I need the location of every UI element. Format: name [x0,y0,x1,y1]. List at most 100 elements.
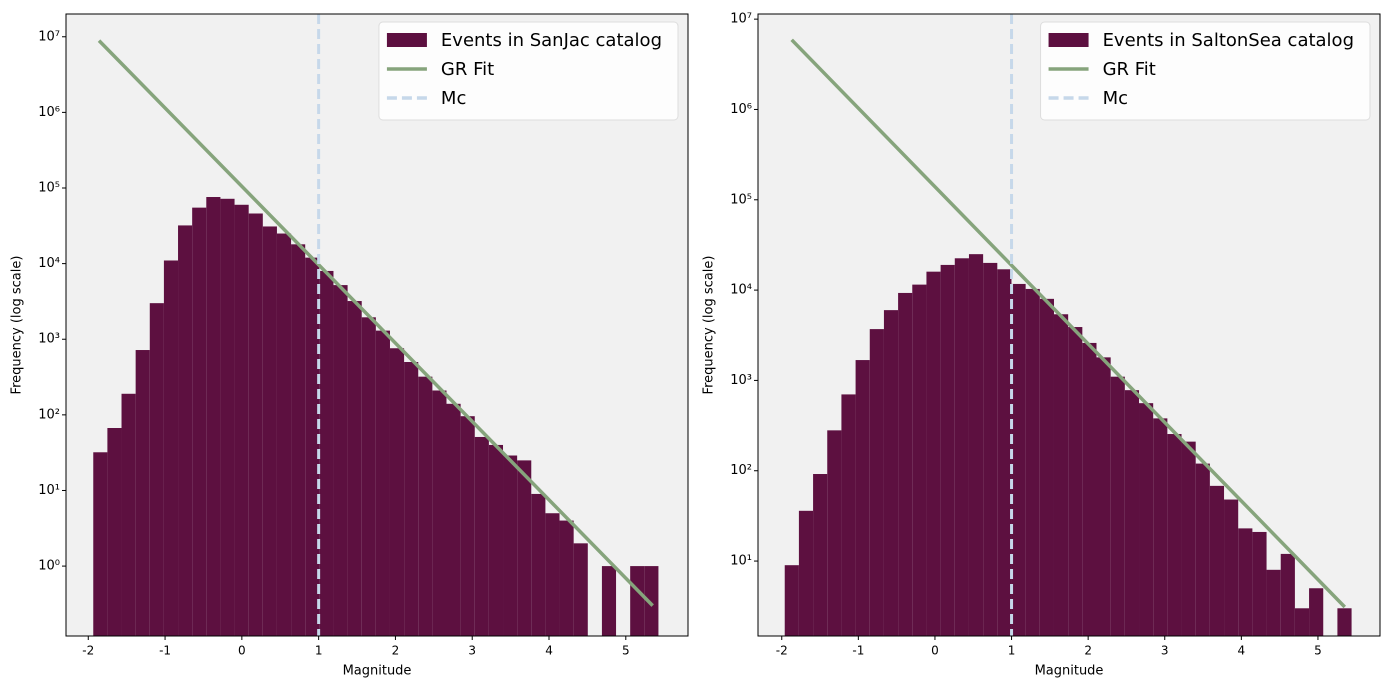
bar [644,566,659,636]
x-tick-label: 2 [392,644,400,658]
y-tick-label: 10³ [38,332,60,347]
bar [1025,288,1040,636]
x-tick-label: 4 [545,644,553,658]
bar [1167,434,1182,636]
bar [869,329,884,636]
x-tick-label: -2 [776,644,788,658]
x-tick-label: 5 [1314,644,1322,658]
bar [926,271,941,636]
bar [248,213,263,636]
y-axis-label: Frequency (log scale) [702,256,717,395]
bar [163,260,179,636]
x-axis-label: Magnitude [343,664,412,679]
bar [432,390,447,636]
bar [1294,608,1310,636]
legend-label: GR Fit [1103,59,1156,80]
x-tick-label: 4 [1238,644,1246,658]
x-tick-label: 3 [468,644,476,658]
legend: Events in SanJac catalog GR Fit Mc [378,21,679,121]
legend-label: Mc [441,88,466,109]
y-tick-label: 10⁴ [730,283,752,298]
bar [912,284,927,636]
bar [121,393,136,636]
bar [1153,418,1168,636]
bar [517,460,532,636]
y-tick-label: 10² [730,463,752,478]
frame [65,13,689,637]
y-tick-label: 10⁷ [730,12,752,27]
bar [1096,357,1111,636]
y-axis-label: Frequency (log scale) [10,256,25,395]
y-tick-label: 10³ [730,373,752,388]
bar [827,430,842,636]
y-tick-label: 10¹ [38,483,60,498]
y-tick-label: 10⁶ [38,105,60,120]
bar [135,350,150,636]
bar [206,197,221,636]
y-tick-label: 10⁰ [38,559,60,574]
bar [630,566,645,636]
fit-line [790,38,1347,609]
legend-label: Mc [1103,88,1128,109]
bar [361,317,376,636]
bar [276,233,292,636]
bar [446,403,461,636]
bar [559,520,574,636]
y-tick-label: 10⁵ [730,192,752,207]
legend-swatch [386,33,427,47]
bar [418,376,433,636]
x-tick-label: 0 [238,644,246,658]
bar [883,310,899,636]
bar [813,474,828,636]
legend-label: Events in SaltonSea catalog [1103,30,1354,51]
bar [149,303,164,636]
bar [954,258,969,636]
x-tick-label: -1 [852,644,864,658]
panel: -2 -1 0 1 2 3 4 5 10¹ 10² 10³ 10⁴ 10⁵ 10⁶ 10⁷ Magnitude… [702,12,1381,679]
panel: -2 -1 0 1 2 3 4 5 10⁰ 10¹ 10² 10³ 10⁴ 10⁵ 10⁶ 10⁷ Magnit… [10,13,689,679]
y-tick-label: 10² [38,407,60,422]
x-tick-label: -1 [159,644,171,658]
y-tick-label: 10⁶ [730,102,752,117]
y-tick-label: 10⁵ [38,181,60,196]
y-tick-label: 10⁴ [38,256,60,271]
bar [404,362,419,636]
bar [305,257,320,636]
bar [531,493,546,636]
plot [93,14,659,636]
x-tick-label: 5 [622,644,630,658]
x-tick-label: 0 [931,644,939,658]
fit-line [97,39,654,607]
bar [319,270,334,636]
bar [347,301,362,636]
bar [1238,528,1253,636]
bar [545,513,560,636]
bar [1082,342,1097,636]
x-axis-label: Magnitude [1035,664,1104,679]
x-tick-label: 2 [1084,644,1092,658]
bar [784,565,799,636]
bar [1011,283,1026,636]
bar [474,436,489,636]
x-tick-label: 1 [315,644,323,658]
y-tick-label: 10¹ [730,554,752,569]
bar [107,428,122,636]
bar [333,285,348,636]
bar [1209,485,1225,636]
bar [855,360,870,636]
bar [1309,588,1324,636]
bar [1252,531,1267,636]
bar [192,207,207,636]
bar [389,348,405,636]
bar [841,394,856,636]
bar [375,330,390,636]
legend-box [378,21,679,121]
legend: Events in SaltonSea catalog GR Fit Mc [1040,21,1371,121]
legend-label: GR Fit [441,59,494,80]
x-tick-label: 1 [1008,644,1016,658]
bar [1280,553,1295,636]
legend-label: Events in SanJac catalog [441,30,662,51]
bar [234,204,249,636]
bar [573,543,588,636]
bar [1053,314,1069,636]
